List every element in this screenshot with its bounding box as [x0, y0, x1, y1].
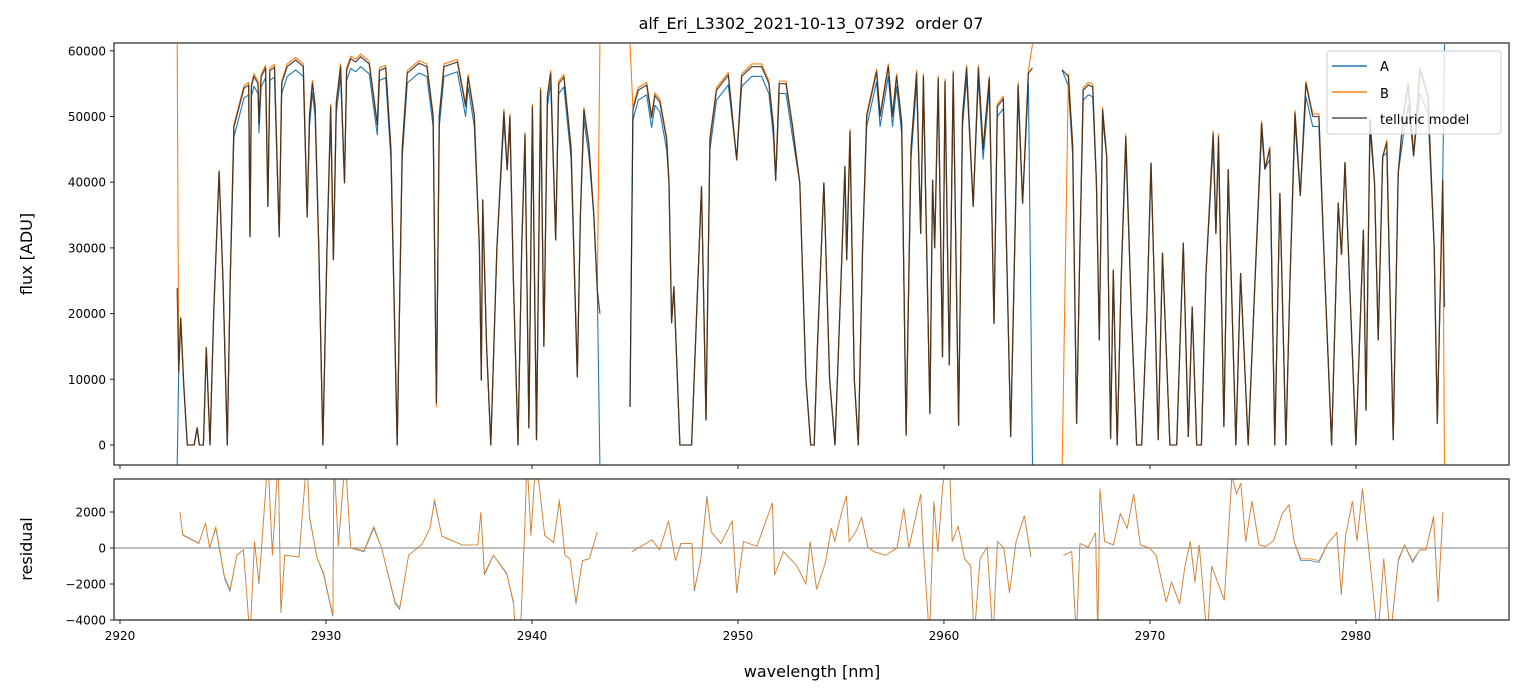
flux-y-tick-label: 10000 — [68, 373, 106, 387]
flux-y-axis-label: flux [ADU] — [17, 213, 36, 295]
x-axis-label: wavelength [nm] — [744, 662, 881, 681]
x-tick-label: 2920 — [105, 629, 136, 643]
x-tick-label: 2970 — [1135, 629, 1166, 643]
flux-y-tick-label: 40000 — [68, 176, 106, 190]
residual-panel: 2920 2930 2940 2950 2960 2970 2980 −4000 −2000 0 2… — [17, 478, 1510, 681]
residual-y-tick-label: 2000 — [75, 505, 106, 519]
flux-y-tick-label: 50000 — [68, 110, 106, 124]
flux-y-tick-label: 60000 — [68, 44, 106, 58]
flux-y-tick-label: 20000 — [68, 307, 106, 321]
flux-series-group — [176, 44, 1446, 465]
flux-line-telluric-model-segment-2 — [629, 65, 1034, 446]
residual-line-b-segment-1 — [179, 479, 598, 620]
legend-box — [1326, 50, 1502, 135]
flux-line-telluric-model-segment-1 — [176, 56, 601, 446]
residual-line-b-segment-2 — [631, 479, 1032, 620]
flux-axes-frame — [113, 42, 1510, 466]
residual-y-tick-label: −4000 — [65, 614, 106, 628]
chart-title: alf_Eri_L3302_2021-10-13_07392 order 07 — [639, 14, 984, 34]
residual-y-tick-label: −2000 — [65, 577, 106, 591]
residual-ticks: 2920 2930 2940 2950 2960 2970 2980 −4000 −2000 0 2… — [65, 505, 1371, 643]
flux-ticks: 0 10000 20000 30000 40000 50000 60000 — [68, 44, 1357, 469]
legend-label-telluric-model: telluric model — [1380, 113, 1469, 128]
flux-y-tick-label: 30000 — [68, 241, 106, 255]
residual-axes-frame — [113, 478, 1510, 621]
residual-line-b-segment-3 — [1063, 479, 1444, 620]
residual-series-group — [114, 479, 1509, 620]
legend: A B telluric model — [1326, 50, 1502, 135]
flux-y-tick-label: 0 — [98, 438, 106, 452]
residual-y-tick-label: 0 — [98, 541, 106, 555]
x-tick-label: 2940 — [517, 629, 548, 643]
legend-label-a: A — [1380, 60, 1389, 75]
residual-y-axis-label: residual — [17, 517, 36, 580]
x-tick-label: 2930 — [311, 629, 342, 643]
flux-line-telluric-model-segment-3 — [1061, 69, 1446, 446]
x-tick-label: 2980 — [1341, 629, 1372, 643]
legend-label-b: B — [1380, 87, 1389, 102]
x-tick-label: 2950 — [723, 629, 754, 643]
x-tick-label: 2960 — [929, 629, 960, 643]
flux-panel: 0 10000 20000 30000 40000 50000 60000 flux [AD… — [17, 42, 1510, 469]
